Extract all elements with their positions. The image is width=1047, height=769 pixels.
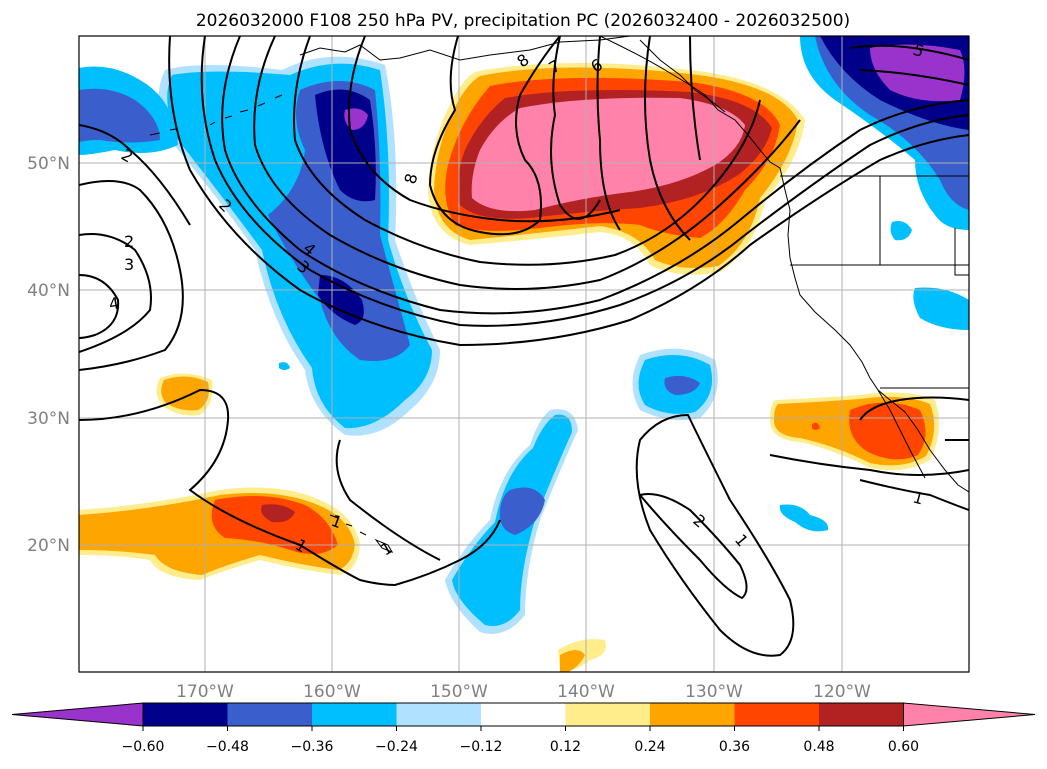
map-title: 2026032000 F108 250 hPa PV, precipitatio… — [196, 11, 850, 31]
lat-label-30n: 30°N — [27, 409, 70, 429]
lon-label-150w: 150°W — [430, 682, 488, 702]
pv-contours — [79, 36, 969, 657]
colorbar-tick-label: 0.36 — [719, 739, 750, 755]
contour-label: 8 — [401, 171, 422, 186]
contour-label: 3 — [124, 255, 134, 274]
colorbar-tick-label: 0.48 — [803, 739, 834, 755]
colorbar-segment — [650, 703, 735, 726]
colorbar-extend-high — [903, 702, 1036, 727]
colorbar-segment — [819, 703, 904, 726]
positive-precip-fill — [79, 62, 939, 672]
colorbar-tick-label: 0.60 — [888, 739, 919, 755]
lat-label-40n: 40°N — [27, 281, 70, 301]
lon-label-120w: 120°W — [813, 682, 871, 702]
colorbar-tick-label: 0.12 — [550, 739, 581, 755]
colorbar-segment — [396, 703, 481, 726]
lat-label-50n: 50°N — [27, 154, 70, 174]
longitude-labels: 170°W 160°W 150°W 140°W 130°W 120°W — [176, 682, 871, 702]
colorbar-outline — [142, 702, 904, 727]
colorbar-extend-low — [11, 702, 144, 727]
latitude-labels: 50°N 40°N 30°N 20°N — [27, 154, 70, 556]
map-frame — [78, 35, 970, 673]
colorbar-tick-label: −0.36 — [291, 739, 334, 755]
colorbar: −0.60 −0.48 −0.36 −0.24 −0.12 0.12 0.24 0.36 0.4… — [11, 702, 1036, 755]
colorbar-segment — [734, 703, 819, 726]
colorbar-segment — [312, 703, 397, 726]
map-area: 8 7 6 5 8 2 4 3 2 3 4 1 2 1 1 2 1 1 — [79, 36, 969, 672]
lon-label-130w: 130°W — [685, 682, 743, 702]
contour-label: 4 — [107, 293, 120, 313]
colorbar-tick-label: −0.12 — [460, 739, 503, 755]
colorbar-segment — [227, 703, 312, 726]
contour-label: 1 — [911, 488, 926, 509]
lon-label-170w: 170°W — [176, 682, 234, 702]
colorbar-tick-label: 0.24 — [634, 739, 665, 755]
lon-label-140w: 140°W — [557, 682, 615, 702]
graticule — [79, 36, 969, 672]
contour-label: 2 — [124, 232, 134, 251]
lon-label-160w: 160°W — [303, 682, 361, 702]
colorbar-segment — [565, 703, 650, 726]
colorbar-tick-label: −0.60 — [122, 739, 165, 755]
colorbar-segment — [481, 703, 566, 726]
colorbar-segment — [143, 703, 228, 726]
lat-label-20n: 20°N — [27, 536, 70, 556]
colorbar-tick-label: −0.48 — [206, 739, 249, 755]
colorbar-tick-label: −0.24 — [375, 739, 418, 755]
coastlines — [149, 36, 969, 553]
